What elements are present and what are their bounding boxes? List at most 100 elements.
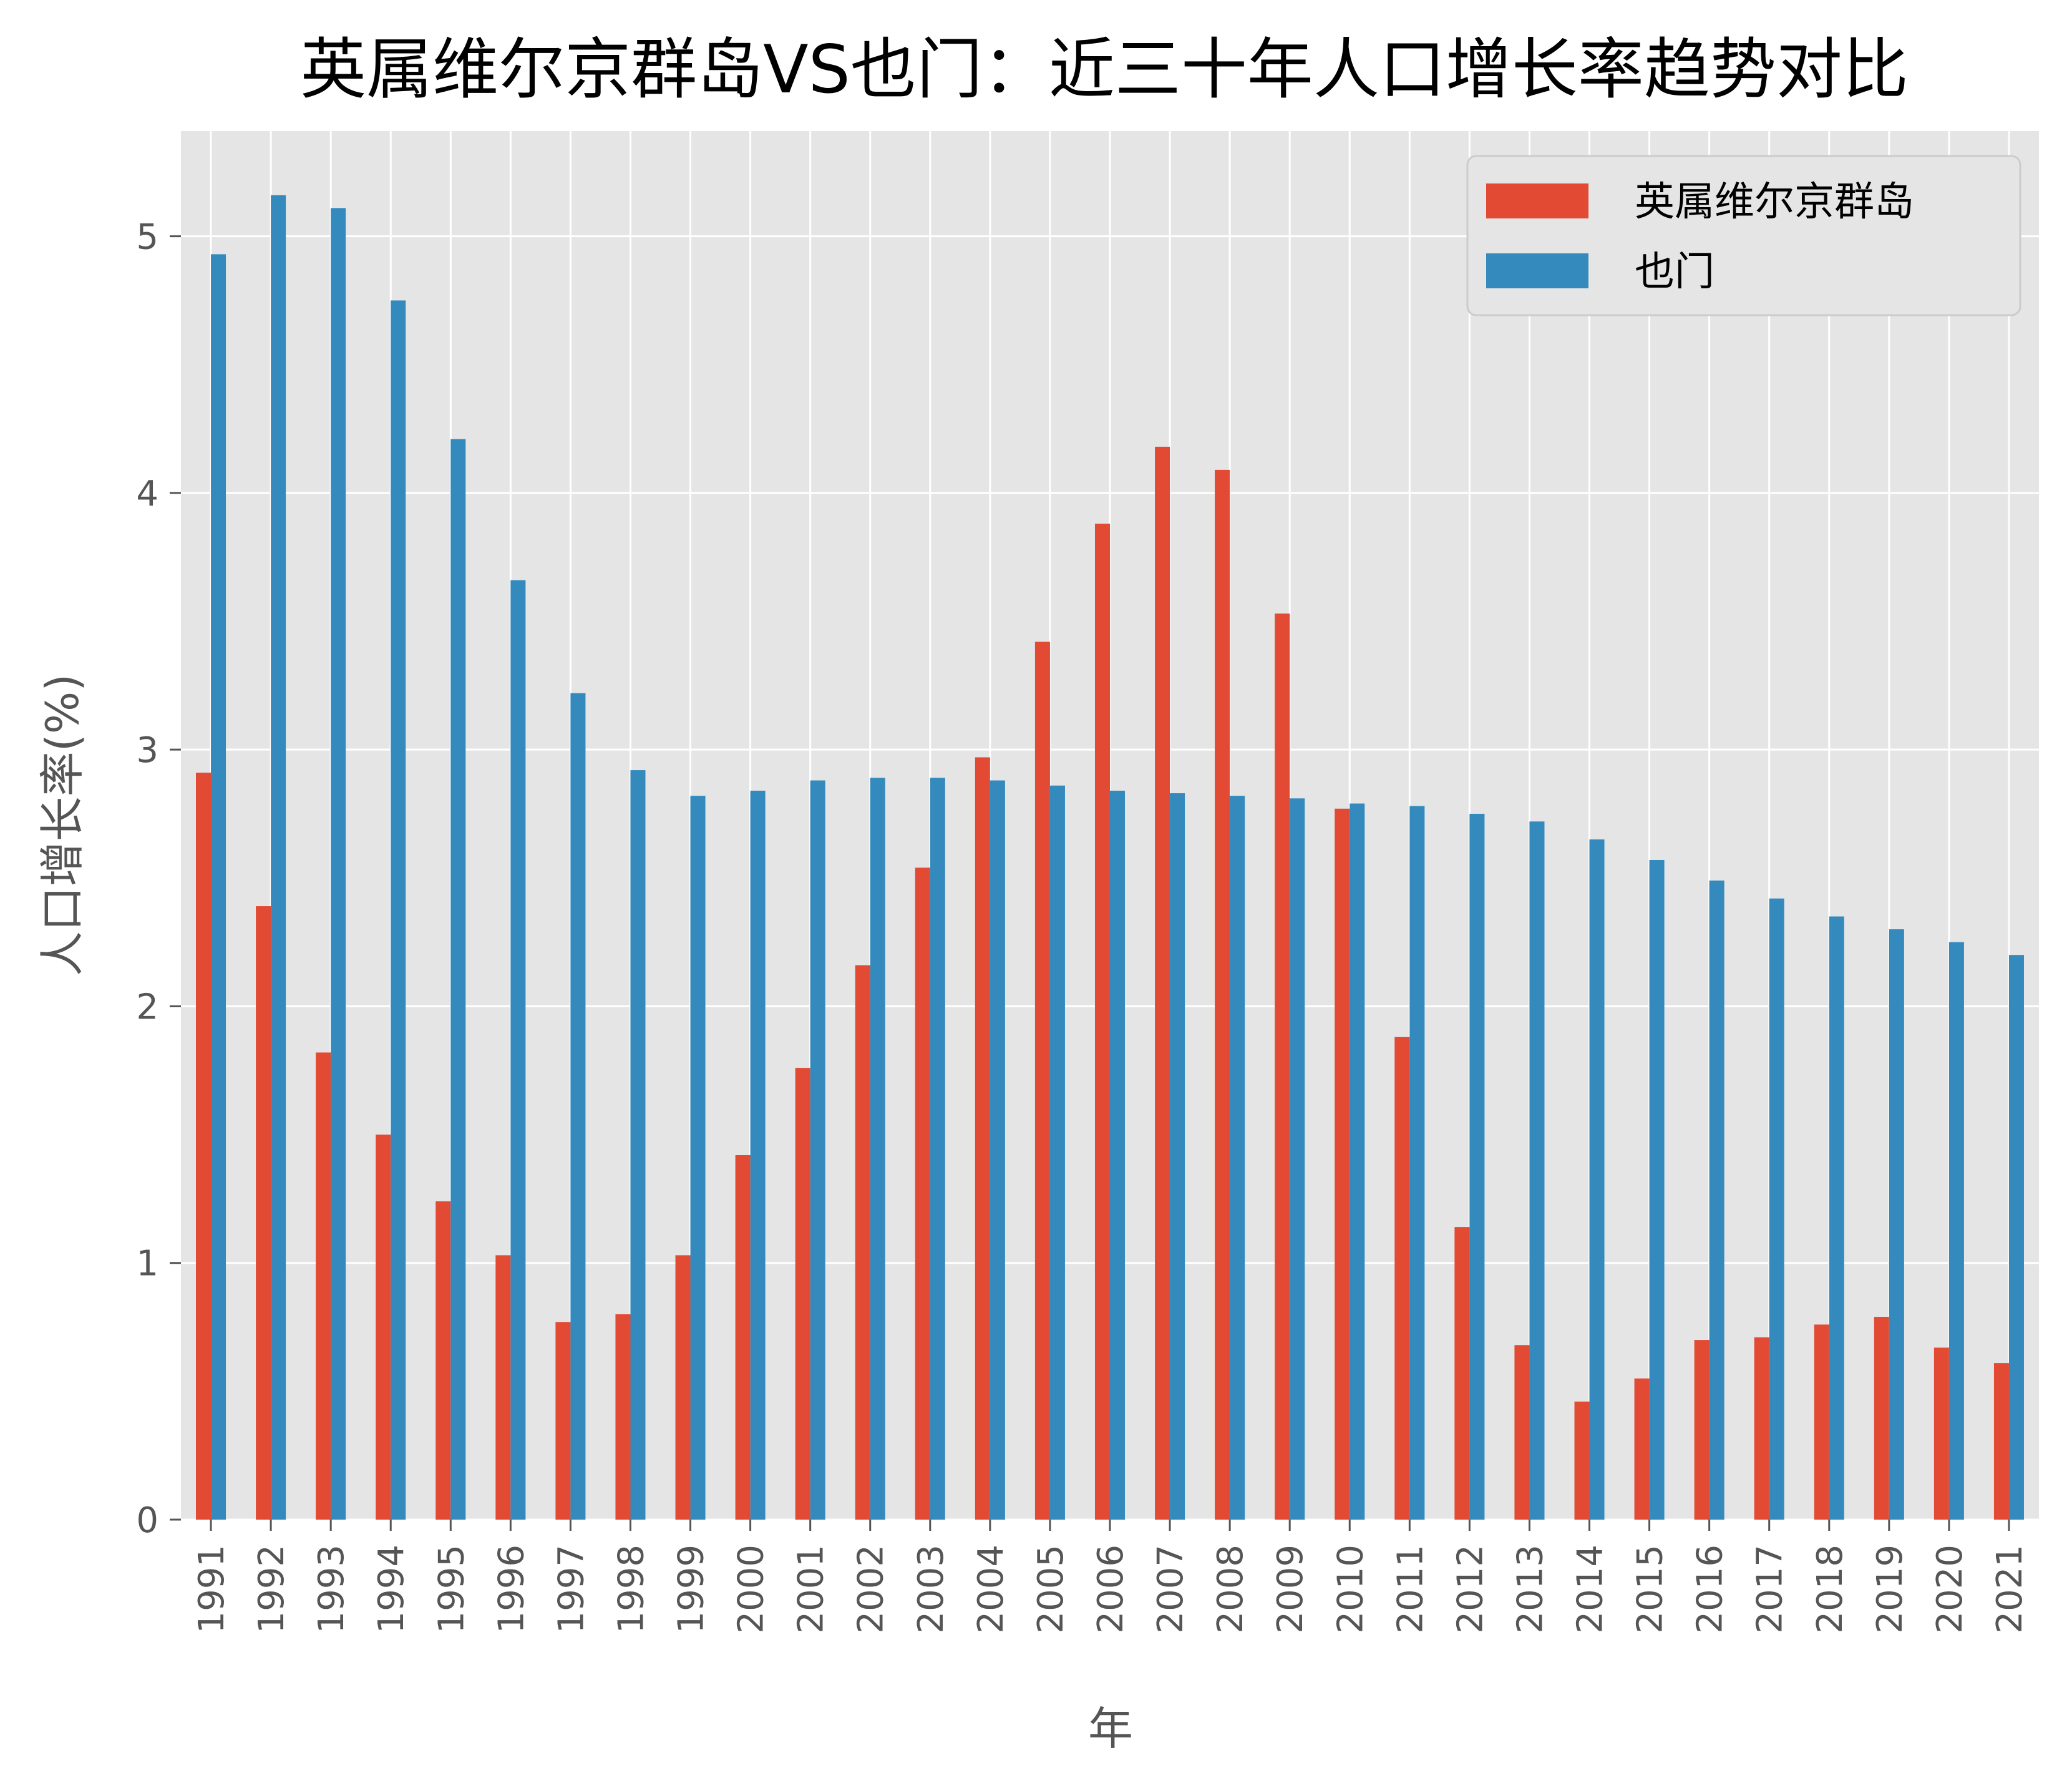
- x-tick-label: 2018: [1810, 1545, 1851, 1634]
- bar-yemen-1997: [570, 693, 586, 1520]
- x-axis-label: 年: [1088, 1702, 1133, 1755]
- bar-yemen-2000: [750, 790, 766, 1520]
- bar-yemen-2017: [1769, 898, 1784, 1520]
- x-tick-label: 2002: [851, 1545, 892, 1634]
- bar-british-virgin-islands-1992: [256, 906, 271, 1520]
- bar-yemen-2009: [1290, 798, 1305, 1520]
- bar-british-virgin-islands-1994: [376, 1135, 391, 1520]
- bar-yemen-1992: [271, 195, 286, 1520]
- bar-british-virgin-islands-1997: [555, 1322, 571, 1520]
- bar-yemen-1999: [690, 796, 706, 1520]
- x-tick-label: 2011: [1390, 1545, 1431, 1634]
- bar-yemen-2008: [1230, 796, 1245, 1520]
- bar-british-virgin-islands-2012: [1454, 1227, 1470, 1520]
- x-tick-label: 1999: [671, 1545, 712, 1634]
- x-tick-label: 2016: [1690, 1545, 1731, 1634]
- y-tick-label: 1: [136, 1244, 158, 1284]
- bar-yemen-1994: [391, 300, 406, 1520]
- bar-yemen-2006: [1110, 790, 1126, 1520]
- bar-yemen-1996: [510, 580, 526, 1520]
- bar-yemen-2007: [1170, 793, 1185, 1520]
- bar-yemen-2004: [990, 780, 1005, 1520]
- x-tick-label: 1994: [371, 1545, 412, 1634]
- bar-british-virgin-islands-1996: [495, 1255, 511, 1520]
- bar-british-virgin-islands-2001: [795, 1068, 810, 1520]
- bar-yemen-2002: [870, 778, 885, 1520]
- bar-yemen-2016: [1709, 880, 1724, 1520]
- x-tick-label: 2001: [791, 1545, 832, 1634]
- bar-yemen-2003: [930, 778, 945, 1520]
- bar-british-virgin-islands-2013: [1514, 1345, 1530, 1520]
- bar-british-virgin-islands-2008: [1215, 469, 1230, 1520]
- x-tick-label: 2012: [1450, 1545, 1491, 1634]
- x-tick-label: 2017: [1750, 1545, 1791, 1634]
- bar-british-virgin-islands-1995: [435, 1201, 451, 1520]
- bar-british-virgin-islands-2004: [975, 757, 990, 1520]
- bar-yemen-2011: [1409, 806, 1425, 1520]
- bar-british-virgin-islands-2014: [1574, 1401, 1590, 1520]
- chart-title: 英属维尔京群岛VS也门：近三十年人口增长率趋势对比: [300, 31, 1909, 108]
- y-tick-label: 4: [136, 474, 158, 514]
- y-tick-label: 2: [136, 987, 158, 1027]
- x-tick-label: 2013: [1510, 1545, 1550, 1634]
- x-tick-label: 2000: [731, 1545, 772, 1634]
- x-tick-label: 1997: [551, 1545, 591, 1634]
- legend-label-british-virgin-islands: 英属维尔京群岛: [1635, 179, 1914, 225]
- bars: [196, 195, 2024, 1520]
- bar-british-virgin-islands-2011: [1394, 1037, 1410, 1520]
- x-tick-label: 2005: [1031, 1545, 1071, 1634]
- x-tick-label: 1996: [491, 1545, 532, 1634]
- x-tick-label: 2003: [911, 1545, 951, 1634]
- x-tick-label: 1995: [431, 1545, 472, 1634]
- y-tick-label: 0: [136, 1500, 158, 1541]
- bar-british-virgin-islands-2017: [1754, 1337, 1769, 1520]
- bar-yemen-1993: [331, 208, 346, 1520]
- bar-british-virgin-islands-2006: [1094, 524, 1110, 1520]
- legend-label-yemen: 也门: [1635, 249, 1715, 295]
- x-tick-label: 2019: [1870, 1545, 1910, 1634]
- bar-british-virgin-islands-2010: [1335, 808, 1350, 1520]
- bar-british-virgin-islands-2018: [1814, 1324, 1829, 1520]
- x-tick-label: 2007: [1150, 1545, 1191, 1634]
- bar-british-virgin-islands-1991: [196, 773, 212, 1520]
- x-tick-label: 2015: [1630, 1545, 1671, 1634]
- bar-british-virgin-islands-2021: [1993, 1363, 2009, 1520]
- x-tick-label: 2008: [1210, 1545, 1251, 1634]
- bar-british-virgin-islands-1999: [675, 1255, 691, 1520]
- bar-british-virgin-islands-1993: [316, 1052, 331, 1520]
- bar-yemen-2018: [1829, 916, 1844, 1520]
- bar-british-virgin-islands-2007: [1155, 446, 1170, 1520]
- bar-british-virgin-islands-1998: [615, 1314, 631, 1520]
- bar-british-virgin-islands-2005: [1034, 642, 1050, 1520]
- bar-yemen-2015: [1649, 860, 1665, 1520]
- x-axis: 1991 1992 1993 1994 1995 1996 1997 1998 1999 2000…: [192, 1520, 2030, 1634]
- bar-yemen-2010: [1350, 803, 1365, 1520]
- y-tick-label: 5: [136, 217, 158, 258]
- bar-british-virgin-islands-2000: [735, 1155, 751, 1520]
- bar-yemen-2005: [1049, 785, 1065, 1520]
- bar-british-virgin-islands-2020: [1933, 1347, 1949, 1520]
- bar-yemen-2012: [1469, 813, 1485, 1520]
- y-tick-label: 3: [136, 730, 158, 771]
- x-tick-label: 2004: [971, 1545, 1011, 1634]
- y-axis-label: 人口增长率(%): [36, 674, 89, 977]
- bar-british-virgin-islands-2002: [855, 965, 870, 1520]
- legend-swatch-british-virgin-islands: [1486, 183, 1588, 218]
- legend-swatch-yemen: [1486, 253, 1588, 288]
- bar-british-virgin-islands-2015: [1634, 1378, 1650, 1520]
- x-tick-label: 2021: [1990, 1545, 2030, 1634]
- legend-box: [1466, 155, 2021, 316]
- x-tick-label: 2014: [1570, 1545, 1611, 1634]
- legend: 英属维尔京群岛 也门: [1466, 155, 2021, 316]
- bar-british-virgin-islands-2003: [915, 867, 930, 1520]
- bar-yemen-2019: [1889, 929, 1904, 1520]
- x-tick-label: 2010: [1330, 1545, 1371, 1634]
- x-tick-label: 1991: [192, 1545, 232, 1634]
- x-tick-label: 2020: [1930, 1545, 1970, 1634]
- bar-yemen-2013: [1529, 821, 1545, 1520]
- bar-yemen-2020: [1948, 942, 1964, 1520]
- y-axis: 0 1 2 3 4 5: [136, 217, 181, 1541]
- bar-british-virgin-islands-2009: [1275, 613, 1290, 1520]
- x-tick-label: 1993: [311, 1545, 352, 1634]
